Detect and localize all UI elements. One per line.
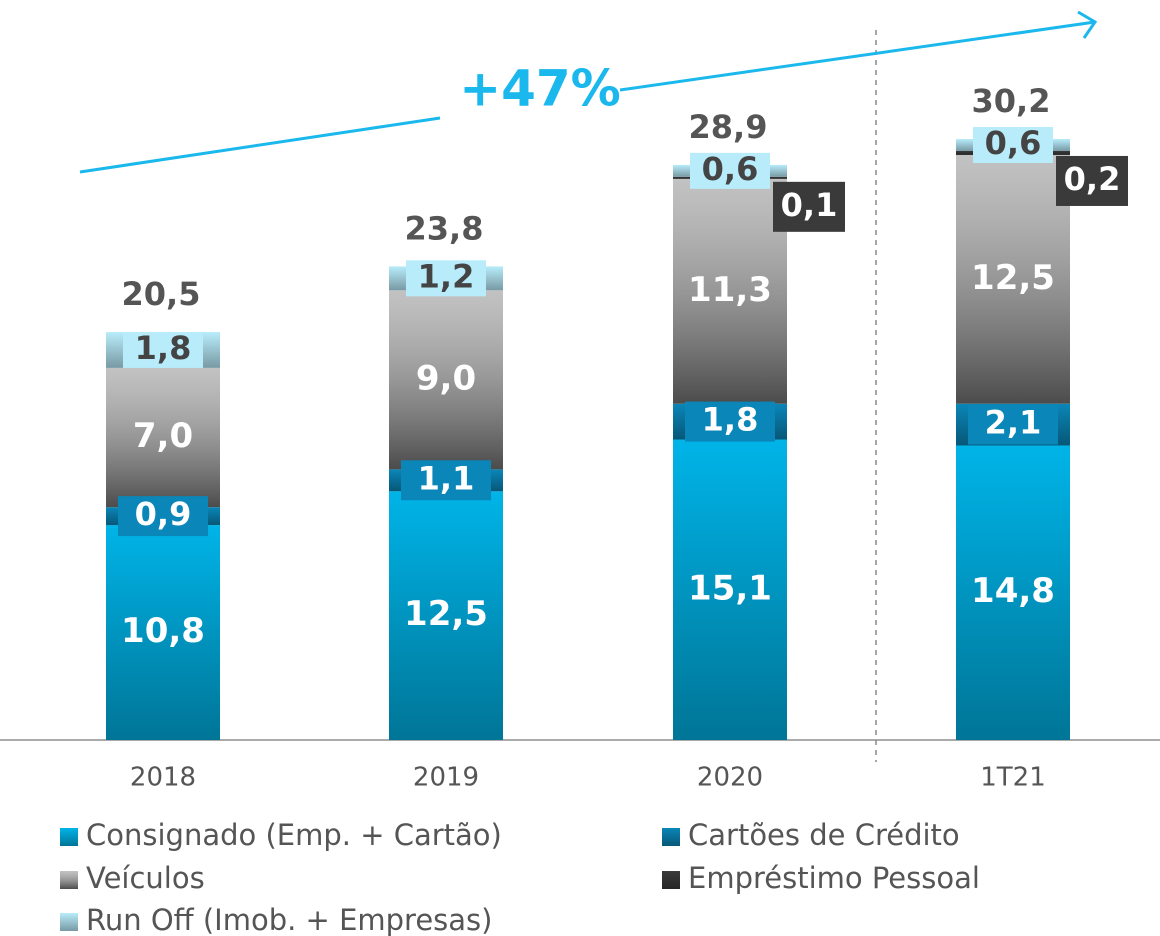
trend-arrow xyxy=(79,116,441,174)
bar-shade xyxy=(389,491,503,740)
label-box xyxy=(773,181,845,232)
value-label: 15,1 xyxy=(688,568,772,608)
value-label: 12,5 xyxy=(971,258,1055,298)
x-tick-label: 2019 xyxy=(413,763,479,793)
total-label: 23,8 xyxy=(405,209,484,247)
legend-label: Empréstimo Pessoal xyxy=(688,861,980,895)
legend-shade xyxy=(60,828,78,846)
legend-shade xyxy=(662,828,680,846)
x-tick-label: 1T21 xyxy=(980,763,1046,793)
value-label: 1,2 xyxy=(418,257,475,295)
x-tick-label: 2018 xyxy=(130,763,196,793)
value-label: 0,1 xyxy=(781,186,838,224)
bar-shade xyxy=(956,445,1070,740)
legend-shade xyxy=(60,913,78,931)
legend-label: Veículos xyxy=(86,861,205,895)
value-label: 0,6 xyxy=(985,124,1042,162)
bar-shade xyxy=(673,178,787,404)
total-label: 28,9 xyxy=(689,108,768,146)
value-label: 14,8 xyxy=(971,571,1055,611)
bar-shade xyxy=(389,290,503,470)
label-box xyxy=(123,331,203,368)
label-box xyxy=(973,126,1053,163)
label-box xyxy=(685,401,775,442)
value-label: 1,8 xyxy=(135,329,192,367)
trend-arrow xyxy=(619,20,1096,92)
legend-label: Consignado (Emp. + Cartão) xyxy=(86,818,502,852)
value-label: 1,8 xyxy=(702,401,759,439)
value-label: 12,5 xyxy=(404,594,488,634)
value-label: 2,1 xyxy=(985,404,1042,442)
x-tick-label: 2020 xyxy=(697,763,763,793)
arrow-head xyxy=(1077,10,1098,39)
label-box xyxy=(401,460,491,501)
total-label: 30,2 xyxy=(972,82,1051,120)
value-label: 1,1 xyxy=(418,459,475,497)
legend-shade xyxy=(662,871,680,889)
value-label: 0,2 xyxy=(1064,160,1121,198)
value-label: 0,9 xyxy=(135,495,192,533)
legend-label: Cartões de Crédito xyxy=(688,818,960,852)
value-label: 7,0 xyxy=(133,416,193,456)
label-box xyxy=(968,404,1058,445)
label-box xyxy=(690,152,770,189)
value-label: 11,3 xyxy=(688,270,772,310)
bar-shade xyxy=(673,439,787,740)
bar-shade xyxy=(106,367,220,508)
total-label: 20,5 xyxy=(122,275,201,313)
label-box xyxy=(1056,155,1128,206)
value-label: 10,8 xyxy=(121,611,205,651)
value-label: 0,6 xyxy=(702,150,759,188)
legend-shade xyxy=(60,871,78,889)
growth-label: +47% xyxy=(459,60,621,118)
label-box xyxy=(406,260,486,297)
value-label: 9,0 xyxy=(416,358,476,398)
bar-shade xyxy=(106,525,220,740)
bar-shade xyxy=(956,154,1070,404)
label-box xyxy=(118,496,208,537)
legend-label: Run Off (Imob. + Empresas) xyxy=(86,903,492,936)
